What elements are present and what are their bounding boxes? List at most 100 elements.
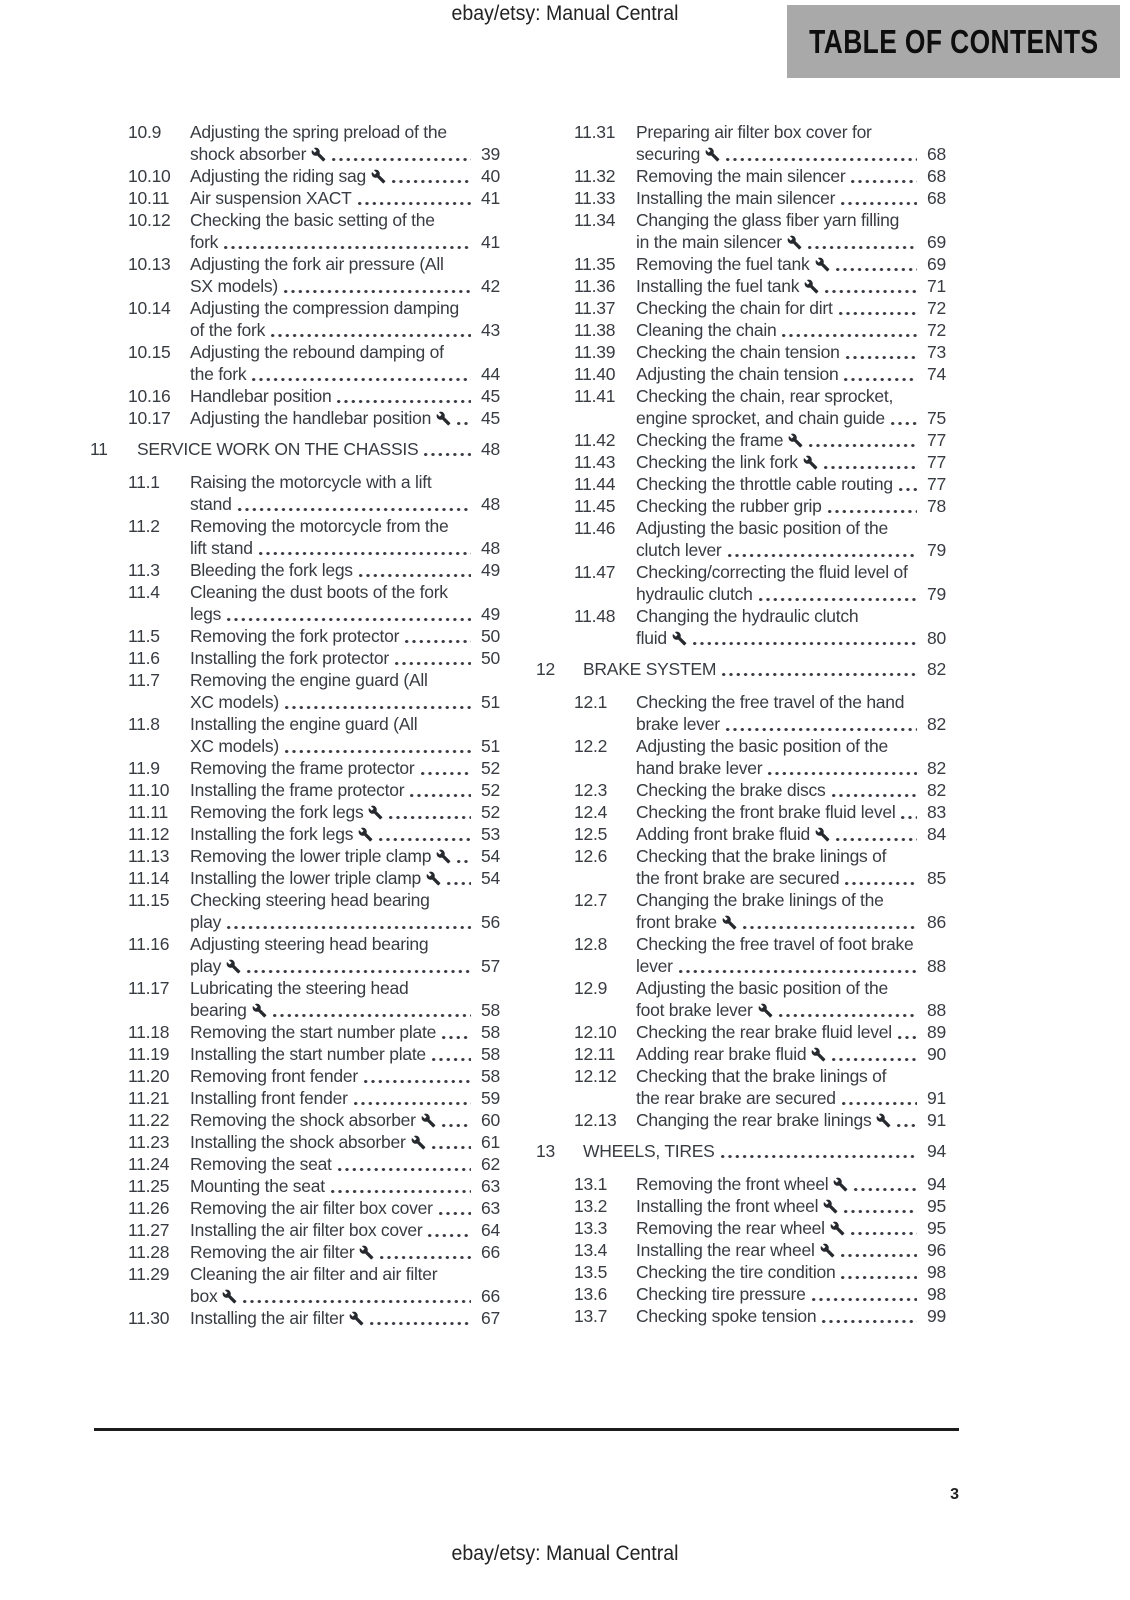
toc-entry-last-line: Installing the lower triple clamp 54 xyxy=(190,867,500,889)
wrench-icon xyxy=(226,959,241,974)
toc-entry-row: 12.3 Checking the brake discs 82 xyxy=(536,779,946,801)
dotted-leader xyxy=(841,1275,917,1279)
dotted-leader xyxy=(227,925,471,929)
toc-entry-row: 10.11 Air suspension XACT 41 xyxy=(90,187,500,209)
toc-entry-page: 66 xyxy=(481,1242,500,1262)
toc-entry-row: 11.6 Installing the fork protector 50 xyxy=(90,647,500,669)
toc-entry-body: Installing the air filter 67 xyxy=(190,1307,500,1329)
toc-entry-last-line: Removing the fork legs 52 xyxy=(190,801,500,823)
toc-entry-number: 12.8 xyxy=(574,934,608,954)
toc-entry-number: 13 xyxy=(536,1141,555,1161)
toc-entry-number: 11.41 xyxy=(574,386,616,406)
toc-entry-body: Checking the chain, rear sprocket, engine… xyxy=(636,385,946,429)
toc-entry-title-line: Changing the hydraulic clutch xyxy=(636,606,859,626)
toc-entry-number: 13.4 xyxy=(574,1240,608,1260)
dotted-leader xyxy=(835,837,917,841)
toc-entry-number: 11.24 xyxy=(128,1154,170,1174)
dotted-leader xyxy=(332,157,471,161)
toc-entry-last-line: shock absorber 39 xyxy=(190,143,500,165)
toc-entry-page: 50 xyxy=(481,648,500,668)
dotted-leader xyxy=(840,1253,917,1257)
toc-entry-body: Changing the hydraulic clutch fluid 80 xyxy=(636,605,946,649)
toc-entry-number: 12.11 xyxy=(574,1044,616,1064)
toc-entry-title-line: Checking tire pressure xyxy=(636,1284,806,1304)
toc-entry-body: Checking the front brake fluid level 83 xyxy=(636,801,946,823)
toc-entry-title-line: Checking the throttle cable routing xyxy=(636,474,893,494)
toc-entry-body: Installing the main silencer 68 xyxy=(636,187,946,209)
toc-entry-title-line: Adjusting the rebound damping of xyxy=(190,342,444,362)
toc-entry-row: 11.38 Cleaning the chain 72 xyxy=(536,319,946,341)
toc-entry-last-line: fluid 80 xyxy=(636,627,946,649)
toc-entry-row: 11.27 Installing the air filter box cover… xyxy=(90,1219,500,1241)
toc-entry-title-line: box xyxy=(190,1286,218,1306)
toc-entry-body: Adjusting the basic position of the foot … xyxy=(636,977,946,1021)
toc-entry-title-line: Removing the start number plate xyxy=(190,1022,437,1042)
toc-entry-title-line: Installing the start number plate xyxy=(190,1044,426,1064)
toc-entry-number: 12.6 xyxy=(574,846,608,866)
toc-entry-title-line: Removing the fuel tank xyxy=(636,254,810,274)
toc-entry-last-line: Adjusting the riding sag 40 xyxy=(190,165,500,187)
toc-entry-body: Changing the brake linings of the front b… xyxy=(636,889,946,933)
toc-entry-last-line: clutch lever 79 xyxy=(636,539,946,561)
toc-entry-row: 10.14 Adjusting the compression damping of… xyxy=(90,297,500,341)
toc-entry-page: 94 xyxy=(927,1141,946,1161)
toc-entry-last-line: the rear brake are secured 91 xyxy=(636,1087,946,1109)
toc-entry-last-line: the fork 44 xyxy=(190,363,500,385)
dotted-leader xyxy=(778,1013,917,1017)
toc-entry-last-line: Removing the lower triple clamp 54 xyxy=(190,845,500,867)
toc-entry-page: 45 xyxy=(481,386,500,406)
toc-entry-last-line: XC models) 51 xyxy=(190,735,500,757)
wrench-icon xyxy=(830,1221,845,1236)
toc-entry-last-line: Adjusting the handlebar position 45 xyxy=(190,407,500,429)
dotted-leader xyxy=(838,311,917,315)
toc-entry-number: 11.32 xyxy=(574,166,616,186)
wrench-icon xyxy=(787,235,802,250)
toc-entry-row: 11.4 Cleaning the dust boots of the fork l… xyxy=(90,581,500,625)
toc-entry-row: 11.44 Checking the throttle cable routing… xyxy=(536,473,946,495)
toc-entry-page: 58 xyxy=(481,1066,500,1086)
toc-entry-title-line: Checking the free travel of the hand xyxy=(636,692,905,712)
toc-entry-last-line: Installing the air filter box cover 64 xyxy=(190,1219,500,1241)
toc-entry-title-line: clutch lever xyxy=(636,540,722,560)
toc-entry-number: 11.34 xyxy=(574,210,616,230)
toc-entry-row: 11.47 Checking/correcting the fluid level… xyxy=(536,561,946,605)
toc-entry-body: Removing the shock absorber 60 xyxy=(190,1109,500,1131)
toc-entry-body: Cleaning the chain 72 xyxy=(636,319,946,341)
wrench-icon xyxy=(811,1047,826,1062)
toc-entry-last-line: Removing the frame protector 52 xyxy=(190,757,500,779)
toc-entry-row: 11.5 Removing the fork protector 50 xyxy=(90,625,500,647)
toc-entry-body: Checking the brake discs 82 xyxy=(636,779,946,801)
toc-section-row: 12 BRAKE SYSTEM 82 xyxy=(536,658,946,680)
toc-entry-title-line: Adjusting the handlebar position xyxy=(190,408,432,428)
toc-entry-row: 13.1 Removing the front wheel 94 xyxy=(536,1173,946,1195)
dotted-leader xyxy=(692,641,917,645)
dotted-leader xyxy=(405,639,471,643)
toc-entry-number: 13.1 xyxy=(574,1174,608,1194)
toc-entry-title-line: Checking the front brake fluid level xyxy=(636,802,896,822)
toc-entry-body: Mounting the seat 63 xyxy=(190,1175,500,1197)
footer-rule xyxy=(94,1428,959,1431)
toc-entry-title-line: XC models) xyxy=(190,692,279,712)
toc-entry-last-line: Checking the rubber grip 78 xyxy=(636,495,946,517)
toc-entry-body: Removing the rear wheel 95 xyxy=(636,1217,946,1239)
dotted-leader xyxy=(726,157,917,161)
dotted-leader xyxy=(243,1299,471,1303)
toc-entry-row: 12.4 Checking the front brake fluid level… xyxy=(536,801,946,823)
dotted-leader xyxy=(727,553,917,557)
toc-entry-number: 12.9 xyxy=(574,978,608,998)
toc-entry-last-line: Installing the fork legs 53 xyxy=(190,823,500,845)
toc-entry-row: 11.3 Bleeding the fork legs 49 xyxy=(90,559,500,581)
dotted-leader xyxy=(822,1319,917,1323)
toc-entry-row: 11.8 Installing the engine guard (All XC m… xyxy=(90,713,500,757)
toc-entry-row: 11.24 Removing the seat 62 xyxy=(90,1153,500,1175)
toc-entry-row: 11.30 Installing the air filter 67 xyxy=(90,1307,500,1329)
toc-entry-number: 13.5 xyxy=(574,1262,608,1282)
toc-entry-body: Removing the fork protector 50 xyxy=(190,625,500,647)
toc-entry-row: 11.18 Removing the start number plate 58 xyxy=(90,1021,500,1043)
dotted-leader xyxy=(363,1079,471,1083)
dotted-leader xyxy=(284,749,471,753)
toc-entry-page: 88 xyxy=(927,1000,946,1020)
dotted-leader xyxy=(424,452,471,456)
dotted-leader xyxy=(447,881,471,885)
toc-entry-number: 11.44 xyxy=(574,474,616,494)
